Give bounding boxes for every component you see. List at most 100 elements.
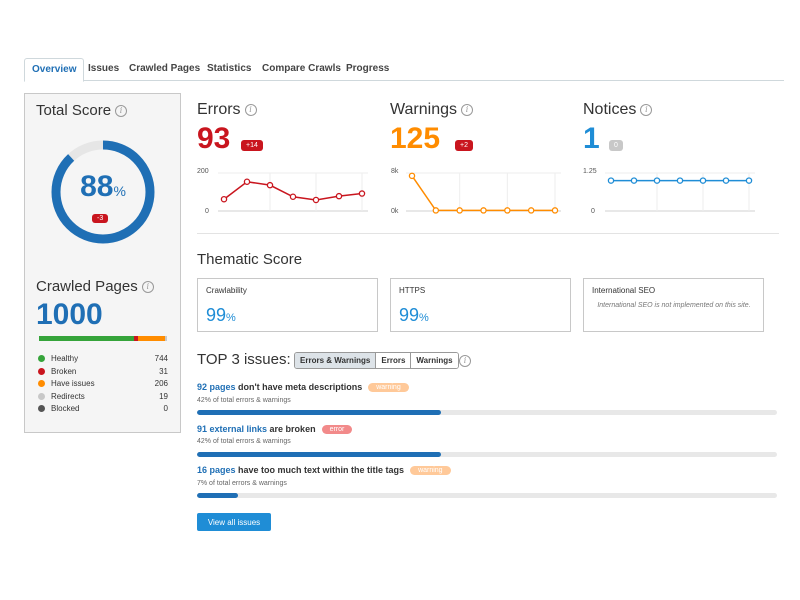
info-icon[interactable]: i [460, 103, 473, 116]
filter-warnings[interactable]: Warnings [410, 353, 458, 368]
dot-icon [38, 380, 45, 387]
donut-arc [51, 140, 155, 244]
percent-sign: % [419, 312, 429, 324]
thematic-card-label: Crawlability [206, 286, 247, 295]
data-point[interactable] [607, 177, 615, 184]
warnings-value[interactable]: 125 [390, 122, 441, 155]
tab-compare-crawls[interactable]: Compare Crawls [262, 63, 341, 74]
data-point[interactable] [243, 178, 251, 185]
tab-statistics[interactable]: Statistics [207, 63, 252, 74]
total-score-donut: 88% -3 [49, 138, 157, 246]
data-point[interactable] [266, 181, 274, 189]
data-point[interactable] [335, 192, 343, 200]
notices-y-top: 1.25 [583, 168, 597, 175]
issue-2-title: 91 external links are broken error [197, 424, 353, 435]
filter-errors[interactable]: Errors [375, 353, 411, 368]
data-point[interactable] [527, 207, 535, 214]
legend-label[interactable]: Have issues [51, 379, 95, 388]
legend-label[interactable]: Healthy [51, 354, 79, 363]
warnings-title: Warnings [390, 101, 457, 118]
data-point[interactable] [408, 172, 416, 180]
thematic-card-crawlability[interactable]: Crawlability 99% [197, 278, 378, 332]
score-panel: Total Score i 88% -3 Crawled Pages i 1000 … [24, 93, 181, 433]
issue-2-bar-fill [197, 452, 441, 457]
data-point[interactable] [676, 177, 684, 184]
tab-bar: Overview Issues Crawled Pages Statistics… [24, 58, 784, 82]
info-icon[interactable]: i [115, 105, 128, 118]
thematic-card-value: 99% [206, 305, 236, 326]
thematic-card-number: 99 [399, 305, 420, 325]
divider [197, 233, 779, 234]
top-issues-title: TOP 3 issues: [197, 351, 291, 368]
issue-2-subtext: 42% of total errors & warnings [197, 438, 291, 445]
data-point[interactable] [456, 207, 463, 214]
issue-3-bar [197, 493, 777, 498]
errors-delta-badge: +14 [241, 140, 263, 151]
data-point[interactable] [289, 193, 297, 200]
thematic-card-international-seo[interactable]: International SEO International SEO is n… [583, 278, 764, 332]
info-icon[interactable]: i [459, 355, 471, 367]
total-score-heading: Total Score i [36, 102, 128, 119]
issue-1-bar [197, 410, 777, 415]
crawled-pages-bar [39, 336, 167, 341]
notices-y-bottom: 0 [591, 208, 595, 215]
data-point[interactable] [480, 207, 487, 214]
legend-item-blocked: Blocked 0 [38, 404, 168, 417]
issue-1-title: 92 pages don't have meta descriptions war… [197, 382, 409, 393]
info-icon[interactable]: i [640, 103, 653, 116]
percent-sign: % [226, 312, 236, 324]
thematic-card-number: 99 [206, 305, 227, 325]
crawled-pages-legend: Healthy 744 Broken 31 Have issues 206 Redir… [38, 354, 168, 417]
legend-item-healthy: Healthy 744 [38, 354, 168, 367]
data-point[interactable] [653, 177, 661, 184]
data-point[interactable] [699, 177, 707, 184]
data-point[interactable] [630, 177, 638, 184]
notices-heading: Notices i [583, 101, 653, 119]
data-point[interactable] [745, 177, 753, 184]
legend-label[interactable]: Blocked [51, 404, 80, 413]
legend-label[interactable]: Broken [51, 366, 77, 376]
tab-crawled-pages[interactable]: Crawled Pages [129, 63, 201, 74]
bar-segment-healthy [39, 336, 135, 341]
percent-sign: % [113, 183, 126, 199]
legend-label[interactable]: Redirects [51, 391, 85, 401]
total-score-delta: -3 [92, 214, 109, 223]
thematic-card-value: 99% [399, 305, 429, 326]
tab-progress[interactable]: Progress [346, 63, 390, 74]
series-line [411, 175, 555, 212]
notices-value[interactable]: 1 [583, 122, 600, 155]
errors-sparkline [218, 172, 368, 212]
donut-chart [51, 140, 155, 244]
issue-3-title: 16 pages have too much text within the t… [197, 465, 451, 476]
issue-2-link[interactable]: 91 external links [197, 424, 268, 434]
notices-title: Notices [583, 101, 637, 118]
issue-1-bar-fill [197, 410, 441, 415]
data-point[interactable] [358, 190, 366, 197]
thematic-card-https[interactable]: HTTPS 99% [390, 278, 571, 332]
legend-value: 0 [163, 404, 168, 413]
issue-1-link[interactable]: 92 pages [197, 382, 236, 392]
issue-3-link[interactable]: 16 pages [197, 465, 236, 475]
tab-issues[interactable]: Issues [88, 63, 120, 74]
data-point[interactable] [432, 207, 440, 214]
bar-segment-have-issues [138, 336, 165, 341]
info-icon[interactable]: i [141, 281, 154, 294]
errors-heading: Errors i [197, 101, 257, 119]
data-point[interactable] [220, 195, 228, 203]
data-point[interactable] [722, 177, 730, 184]
view-all-issues-button[interactable]: View all issues [197, 513, 271, 531]
warnings-y-top: 8k [391, 168, 399, 175]
issue-1-tag: warning [368, 383, 409, 393]
crawled-pages-title: Crawled Pages [36, 278, 138, 295]
filter-errors-warnings[interactable]: Errors & Warnings [295, 353, 376, 368]
data-point[interactable] [312, 196, 320, 204]
legend-value: 19 [159, 391, 168, 401]
info-icon[interactable]: i [244, 103, 257, 116]
issue-1-text: don't have meta descriptions [235, 382, 363, 392]
errors-title: Errors [197, 101, 241, 118]
total-score-delta-badge: -3 [92, 207, 109, 225]
data-point[interactable] [551, 207, 559, 214]
data-point[interactable] [504, 207, 511, 214]
errors-value[interactable]: 93 [197, 122, 231, 155]
tab-overview[interactable]: Overview [24, 58, 85, 82]
